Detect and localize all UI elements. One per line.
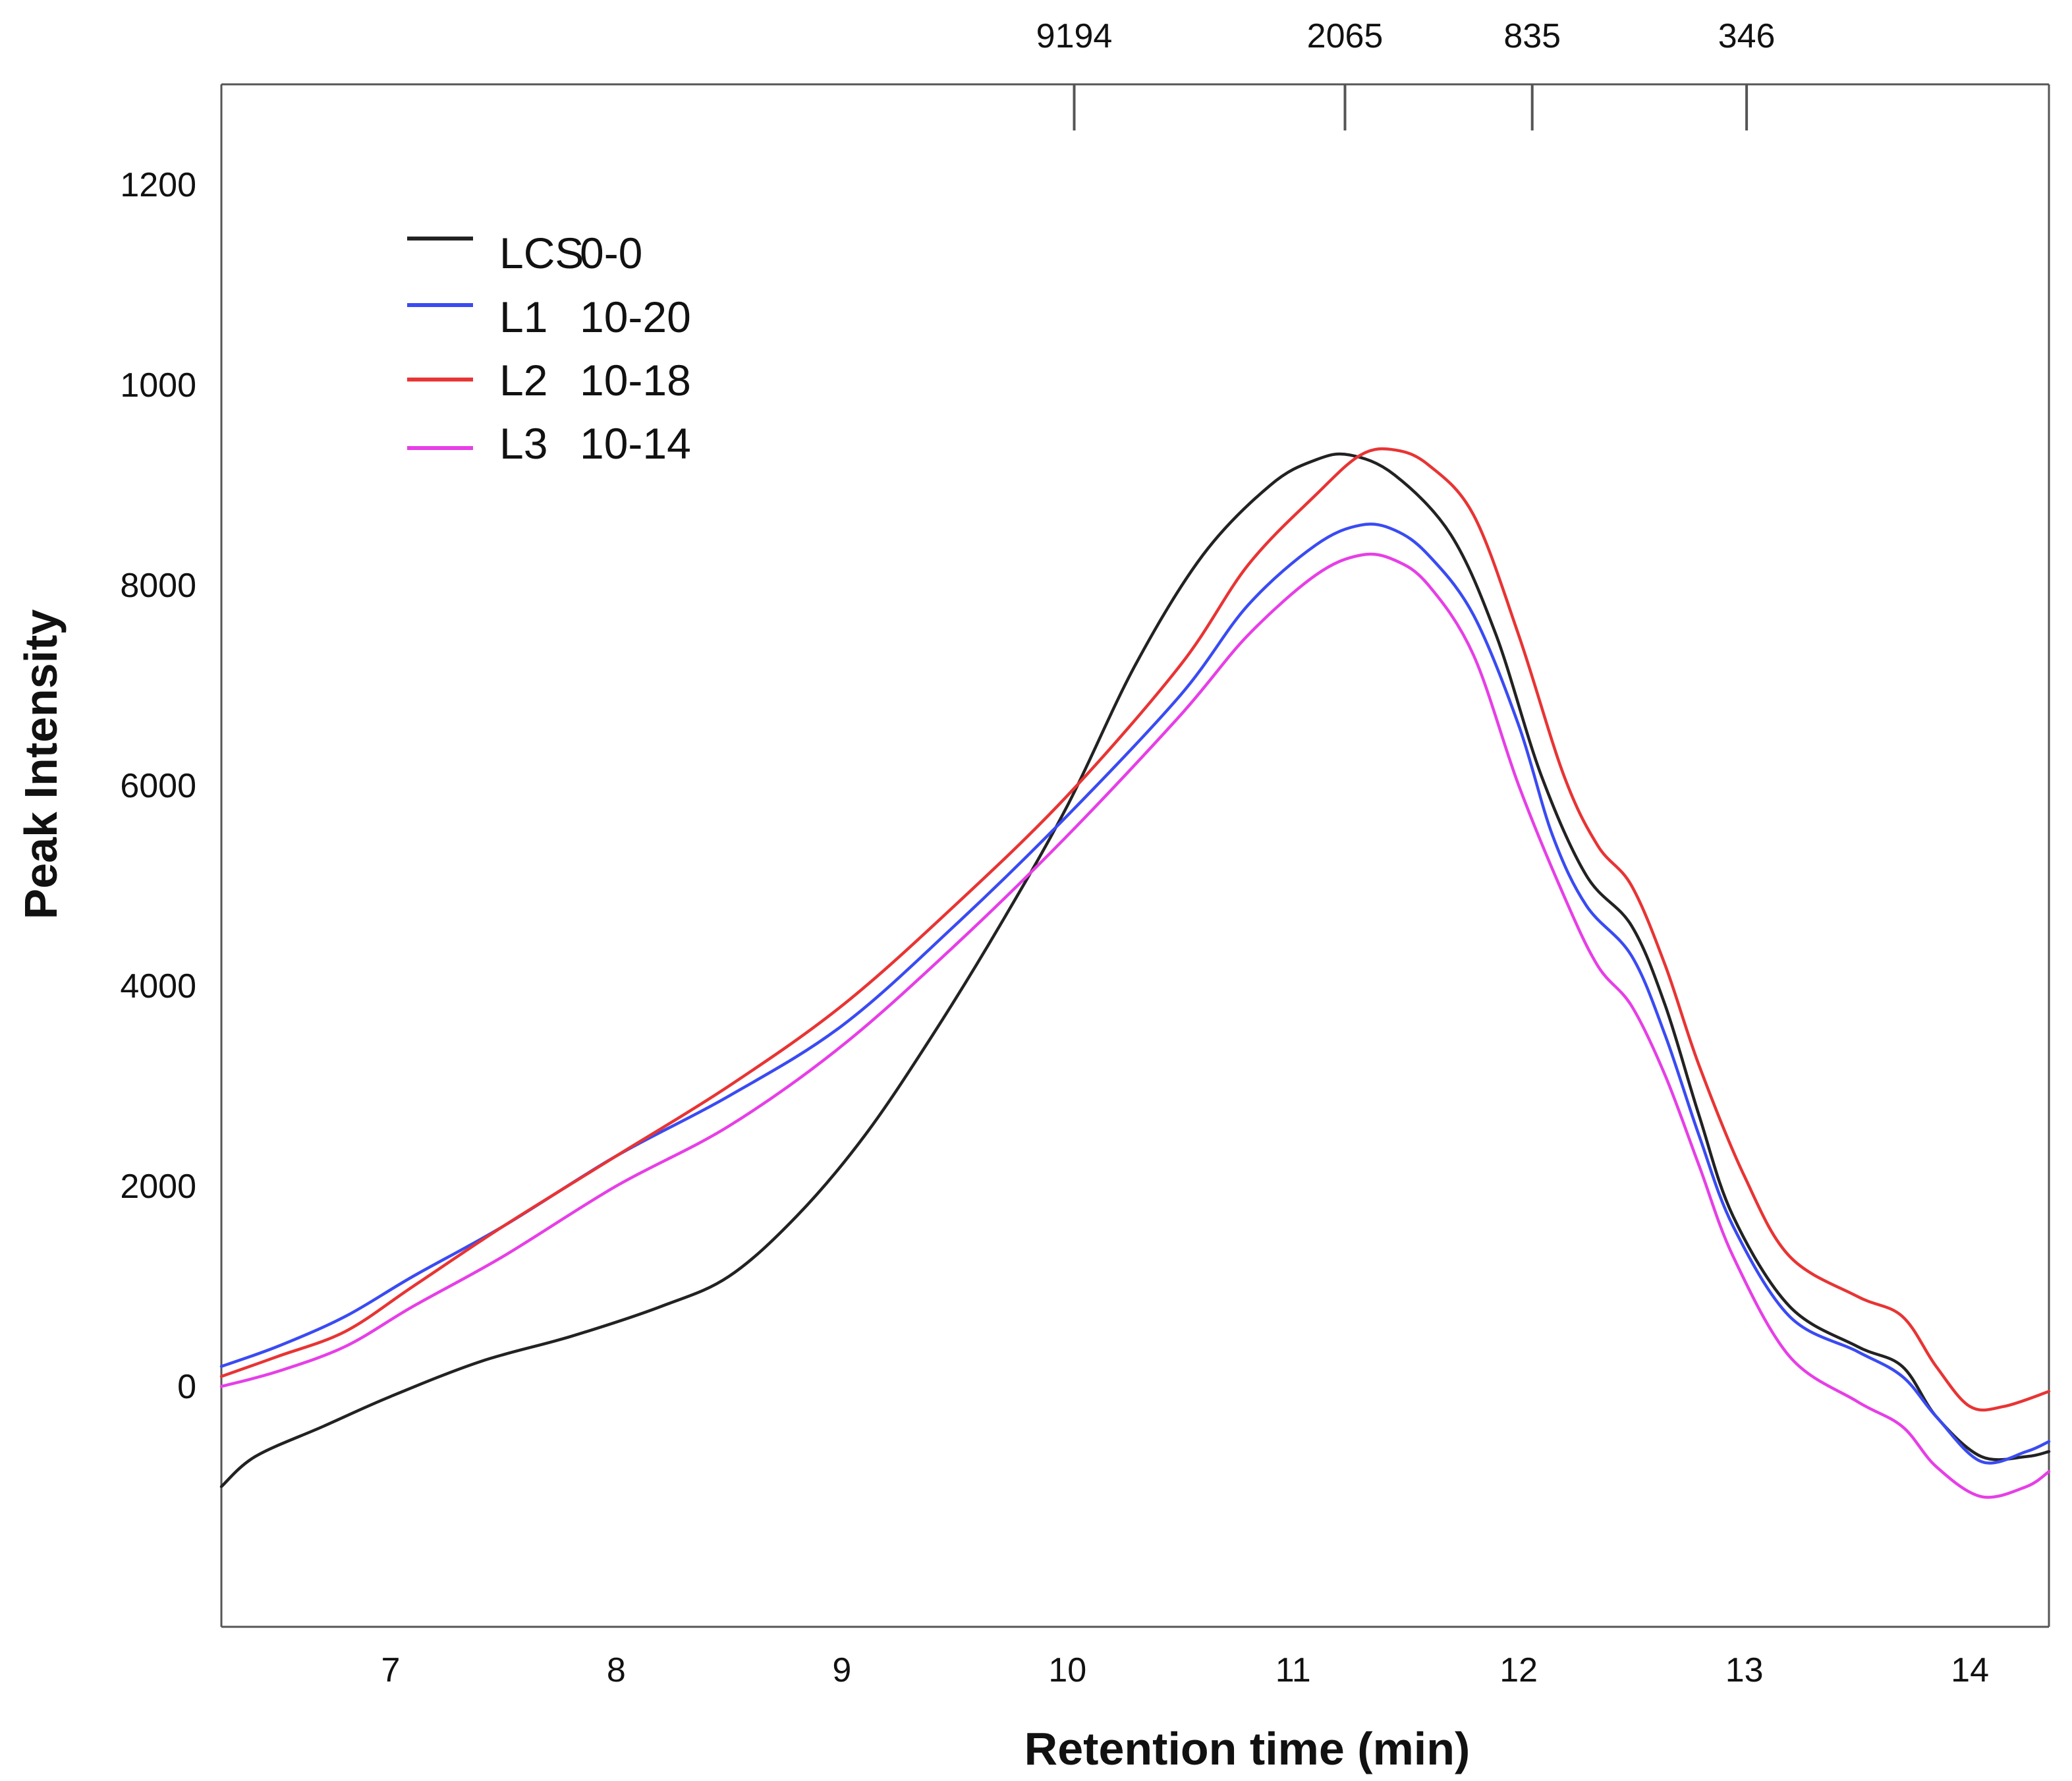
mw-marker-label: 9194	[1036, 17, 1113, 55]
x-tick-label: 9	[832, 1651, 851, 1689]
legend-label: L1	[499, 293, 547, 341]
y-tick-labels: 1200 1000 8000 6000 4000 2000 0	[120, 166, 196, 1406]
legend-label: L2	[499, 356, 547, 405]
molecular-weight-markers: 9194 2065 835 346	[1036, 17, 1776, 130]
legend-label: LCS	[499, 229, 584, 277]
series-line-l2	[219, 447, 2051, 1412]
y-tick-label: 4000	[120, 967, 196, 1005]
legend-range: 10-18	[580, 356, 691, 405]
mw-marker-label: 346	[1718, 17, 1776, 55]
y-tick-label: 8000	[120, 567, 196, 605]
x-tick-label: 10	[1048, 1651, 1086, 1689]
legend-range: 10-14	[580, 419, 691, 468]
x-tick-label: 14	[1951, 1651, 1989, 1689]
y-tick-label: 1200	[120, 166, 196, 204]
legend-range: 10-20	[580, 293, 691, 341]
series-line-lcs	[219, 452, 2051, 1488]
mw-marker-label: 2065	[1307, 17, 1384, 55]
x-tick-labels: 7 8 9 10 11 12 13 14	[381, 1651, 1989, 1689]
y-tick-label: 1000	[120, 366, 196, 405]
series-lines	[219, 447, 2051, 1499]
legend: LCS 0-0 L1 10-20 L2 10-18 L3 10-14	[407, 229, 691, 468]
mw-marker-label: 835	[1503, 17, 1561, 55]
legend-label: L3	[499, 419, 547, 468]
x-axis-title: Retention time (min)	[1024, 1723, 1470, 1774]
plot-axes	[220, 83, 2050, 1628]
x-tick-label: 13	[1725, 1651, 1764, 1689]
y-tick-label: 0	[177, 1368, 196, 1406]
y-axis-title: Peak Intensity	[15, 609, 67, 920]
x-tick-label: 7	[381, 1651, 400, 1689]
x-tick-label: 8	[607, 1651, 626, 1689]
x-tick-label: 11	[1275, 1651, 1311, 1689]
series-line-l3	[219, 552, 2051, 1499]
x-tick-label: 12	[1499, 1651, 1538, 1689]
legend-range: 0-0	[580, 229, 642, 277]
y-tick-label: 2000	[120, 1168, 196, 1206]
y-tick-label: 6000	[120, 767, 196, 805]
